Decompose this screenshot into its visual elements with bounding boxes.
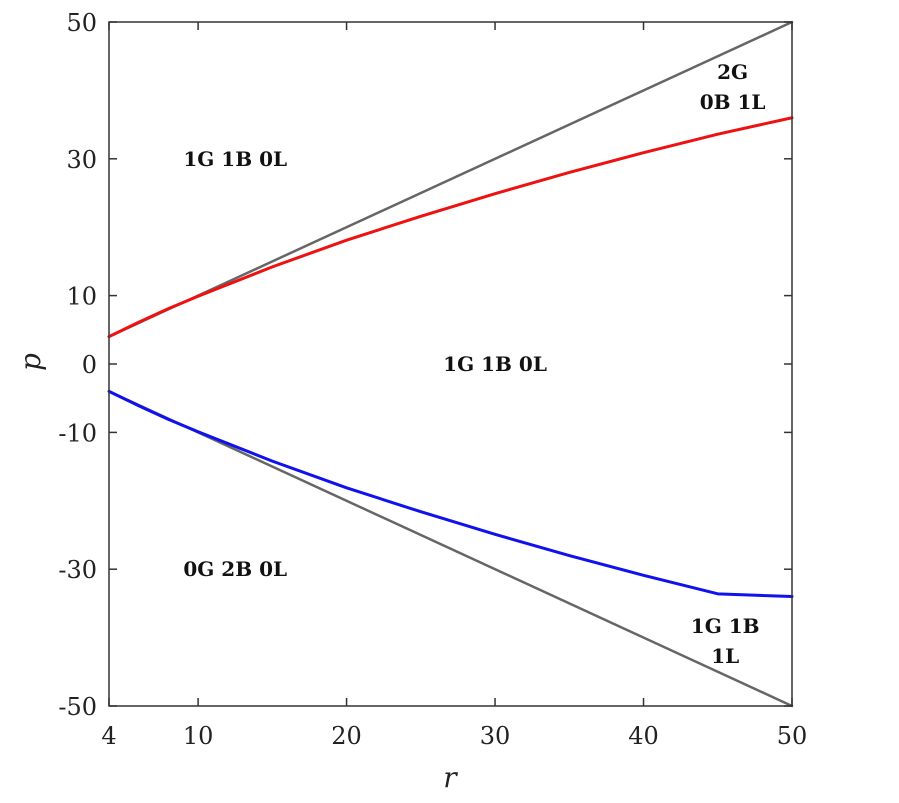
annotation-layer: 1G 1B 0L 2G 0B 1L 1G 1B 0L 0G 2B 0L 1G 1B 1L — [183, 60, 765, 668]
series-line-3 — [107, 116, 794, 339]
tick-layer: 4 10 20 30 40 50 -50 -30 -10 0 10 30 50 — [58, 9, 807, 750]
region-label: 0B 1L — [700, 90, 766, 114]
series-line-2 — [107, 390, 794, 708]
x-tick-label: 40 — [628, 722, 659, 750]
region-label: 1G 1B 0L — [183, 147, 287, 171]
series-line-4 — [107, 389, 794, 599]
x-tick-label: 30 — [480, 722, 511, 750]
region-label: 1G 1B 0L — [443, 352, 547, 376]
y-tick-label: -10 — [58, 419, 97, 447]
x-tick-label: 10 — [183, 722, 214, 750]
x-axis-label: r — [443, 761, 458, 794]
region-label: 0G 2B 0L — [183, 557, 287, 581]
y-tick-label: 30 — [66, 146, 97, 174]
region-label: 1L — [711, 644, 739, 668]
y-tick-label: 10 — [66, 283, 97, 311]
plot-background — [109, 22, 792, 706]
y-tick-label: -30 — [58, 556, 97, 584]
series-layer — [107, 20, 794, 708]
y-tick-label: -50 — [58, 693, 97, 721]
y-tick-label: 50 — [66, 9, 97, 37]
y-axis-label: p — [14, 353, 47, 371]
x-tick-label: 4 — [101, 722, 116, 750]
region-label: 2G — [717, 60, 748, 84]
series-line-1 — [107, 20, 794, 338]
x-tick-label: 50 — [777, 722, 808, 750]
y-tick-label: 0 — [82, 351, 97, 379]
x-tick-label: 20 — [331, 722, 362, 750]
region-label: 1G 1B — [691, 614, 760, 638]
